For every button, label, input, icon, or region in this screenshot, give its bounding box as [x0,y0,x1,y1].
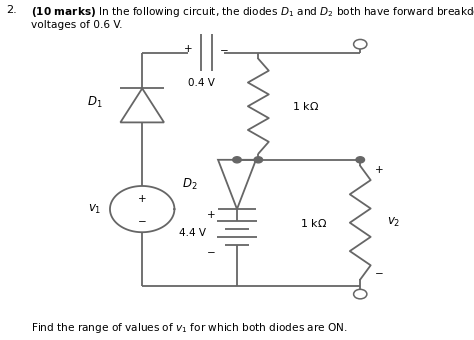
Text: $D_2$: $D_2$ [182,177,197,192]
Text: 0.4 V: 0.4 V [188,78,215,88]
Text: 4.4 V: 4.4 V [179,228,206,238]
Circle shape [254,157,263,163]
Text: 1 k$\Omega$: 1 k$\Omega$ [300,217,327,229]
Text: $-$: $-$ [374,267,384,277]
Text: $-$: $-$ [219,44,228,54]
Text: $-$: $-$ [206,246,216,256]
Text: $v_2$: $v_2$ [387,216,400,229]
Text: +: + [138,194,146,204]
Circle shape [354,39,367,49]
Text: +: + [207,210,215,220]
Text: $D_1$: $D_1$ [87,95,102,109]
Text: $-$: $-$ [137,215,147,224]
Circle shape [354,289,367,299]
Text: 1 k$\Omega$: 1 k$\Omega$ [292,100,319,112]
Text: $\mathbf{(10\ marks)}$ In the following circuit, the diodes $D_1$ and $D_2$ both: $\mathbf{(10\ marks)}$ In the following … [31,5,474,19]
Circle shape [356,157,365,163]
Text: +: + [184,44,193,54]
Text: voltages of 0.6 V.: voltages of 0.6 V. [31,20,122,30]
Circle shape [233,157,241,163]
Text: Find the range of values of $v_1$ for which both diodes are ON.: Find the range of values of $v_1$ for wh… [31,321,347,335]
Text: $v_1$: $v_1$ [88,203,101,216]
Text: 2.: 2. [6,5,17,15]
Text: +: + [375,165,383,175]
